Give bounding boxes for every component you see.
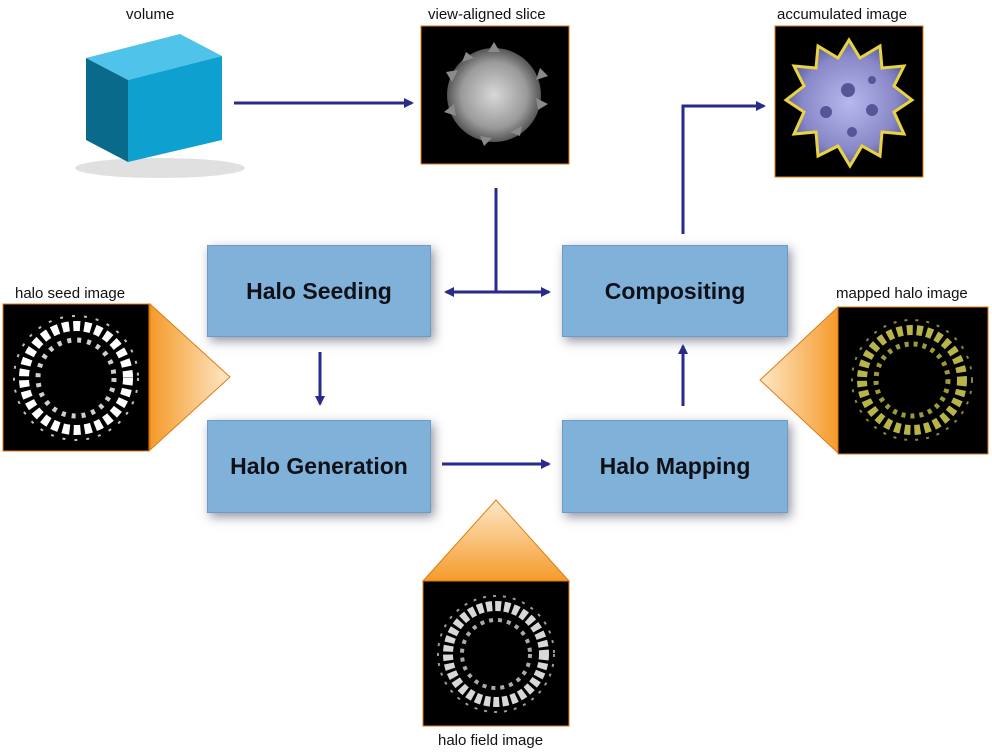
compositing-box: Compositing [562,245,788,337]
compositing-label: Compositing [604,277,746,304]
label-view-aligned-slice: view-aligned slice [428,6,546,23]
halo-generation-box: Halo Generation [207,420,431,513]
label-mapped-halo-image: mapped halo image [836,285,968,302]
flow-arrows [234,98,766,469]
accumulated-image [774,25,924,178]
volume-cube-icon [75,34,245,178]
halo-mapping-label: Halo Mapping [599,453,751,479]
halo-mapping-box: Halo Mapping [562,420,788,513]
halo-seeding-label: Halo Seeding [246,277,392,304]
view-aligned-slice-image [420,25,570,165]
halo-seeding-box: Halo Seeding [207,245,431,337]
label-volume: volume [126,6,175,23]
halo-field-triangle [421,499,571,582]
halo-field-image [422,580,570,727]
halo-seed-image [2,303,150,452]
label-halo-seed-image: halo seed image [15,285,126,302]
label-halo-field-image: halo field image [438,732,544,749]
label-accumulated-image: accumulated image [777,6,908,23]
mapped-halo-image [837,306,989,455]
halo-generation-label: Halo Generation [230,453,408,479]
halo-seed-triangle [149,302,231,452]
